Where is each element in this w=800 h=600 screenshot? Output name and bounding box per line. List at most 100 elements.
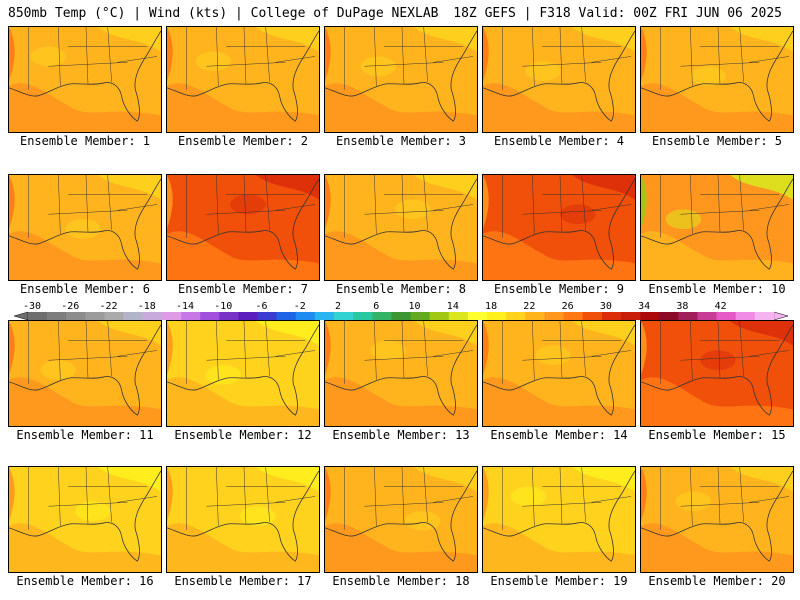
temperature-map [483,467,635,572]
ensemble-map-panel [482,466,636,573]
colorbar-swatch [161,312,182,320]
colorbar-tick-label: -18 [138,301,156,312]
colorbar-swatch [544,312,564,320]
colorbar-swatch [47,312,67,320]
colorbar-swatch [487,312,507,320]
panel-label: Ensemble Member: 17 [174,574,312,588]
ensemble-map-panel [166,320,320,427]
panel-label: Ensemble Member: 19 [490,574,628,588]
colorbar-swatch [410,312,430,320]
colorbar-swatch [142,312,163,320]
panel-label: Ensemble Member: 9 [493,282,625,296]
colorbar-swatch [238,312,258,320]
temperature-map [641,321,793,426]
ensemble-map-panel [324,466,478,573]
product-title: 850mb Temp (°C) | Wind (kts) | College o… [8,6,439,21]
ensemble-map-panel [324,174,478,281]
panel-label: Ensemble Member: 18 [332,574,470,588]
panel-label: Ensemble Member: 6 [19,282,151,296]
temperature-colorbar: -30 -26 -22 -18 -14 -10 -6 -2 2 6 10 14 18 22 26 30 34 38… [14,301,788,320]
colorbar-swatch [295,312,316,320]
panel-label: Ensemble Member: 15 [648,428,786,442]
colorbar-swatch [353,312,373,320]
colorbar-swatch [429,312,450,320]
ensemble-map-panel [482,26,636,133]
colorbar-tick-label: 42 [715,301,727,312]
panel-label: Ensemble Member: 4 [493,134,625,148]
temperature-map [325,467,477,572]
colorbar-swatch [123,312,144,320]
colorbar-tick-label: 30 [600,301,612,312]
ensemble-map-panel [324,320,478,427]
panel-label: Ensemble Member: 5 [651,134,783,148]
colorbar-tick-label: 14 [447,301,459,312]
colorbar-swatch [582,312,603,320]
temperature-map [325,27,477,132]
colorbar-swatch [467,312,488,320]
temperature-map [641,175,793,280]
colorbar-tick-label: 2 [335,301,341,312]
temperature-map [167,175,319,280]
panel-label: Ensemble Member: 12 [174,428,312,442]
panel-label: Ensemble Member: 11 [16,428,154,442]
ensemble-map-panel [640,174,794,281]
colorbar-right-arrow [773,311,788,320]
colorbar-tick-label: -30 [23,301,41,312]
colorbar-swatch [334,312,354,320]
colorbar-tick-label: 34 [638,301,650,312]
colorbar-swatch [85,312,105,320]
ensemble-map-panel [640,26,794,133]
colorbar-swatch [563,312,584,320]
panel-label: Ensemble Member: 1 [19,134,151,148]
temperature-map [483,27,635,132]
temperature-map [167,467,319,572]
colorbar-left-arrow [14,311,29,320]
ensemble-map-panel [482,320,636,427]
colorbar-swatch [372,312,392,320]
temperature-map [483,175,635,280]
colorbar-swatch [620,312,641,320]
colorbar-tick-label: -14 [176,301,194,312]
colorbar-swatch [716,312,737,320]
temperature-map [9,467,161,572]
temperature-map [483,321,635,426]
temperature-map [641,27,793,132]
colorbar-swatch [678,312,698,320]
colorbar-tick-label: 10 [409,301,421,312]
panel-label: Ensemble Member: 14 [490,428,628,442]
colorbar-swatch [754,312,775,320]
colorbar-swatch [276,312,297,320]
ensemble-map-panel [640,320,794,427]
colorbar-tick-label: -26 [61,301,79,312]
temperature-map [9,175,161,280]
ensemble-map-panel [8,174,162,281]
colorbar-swatch [601,312,622,320]
ensemble-map-panel [8,466,162,573]
colorbar-tick-label: 38 [676,301,688,312]
colorbar-tick-label: -2 [294,301,306,312]
colorbar-swatch [104,312,124,320]
temperature-map [641,467,793,572]
ensemble-map-panel [8,320,162,427]
ensemble-map-panel [482,174,636,281]
panel-label: Ensemble Member: 13 [332,428,470,442]
ensemble-map-panel [166,26,320,133]
colorbar-tick-label: -6 [256,301,268,312]
colorbar-swatch [314,312,335,320]
colorbar-swatch [200,312,220,320]
temperature-map [167,321,319,426]
temperature-map [167,27,319,132]
colorbar-swatch [28,312,48,320]
colorbar-swatch [640,312,660,320]
colorbar-tick-label: 18 [485,301,497,312]
colorbar-swatch [219,312,239,320]
panel-label: Ensemble Member: 2 [177,134,309,148]
temperature-map [325,175,477,280]
model-run-info: 18Z GEFS | F318 Valid: 00Z FRI JUN 06 20… [453,6,782,21]
temperature-map [9,27,161,132]
colorbar-swatch [391,312,411,320]
colorbar-swatch [735,312,756,320]
panel-label: Ensemble Member: 3 [335,134,467,148]
panel-label: Ensemble Member: 16 [16,574,154,588]
temperature-map [9,321,161,426]
